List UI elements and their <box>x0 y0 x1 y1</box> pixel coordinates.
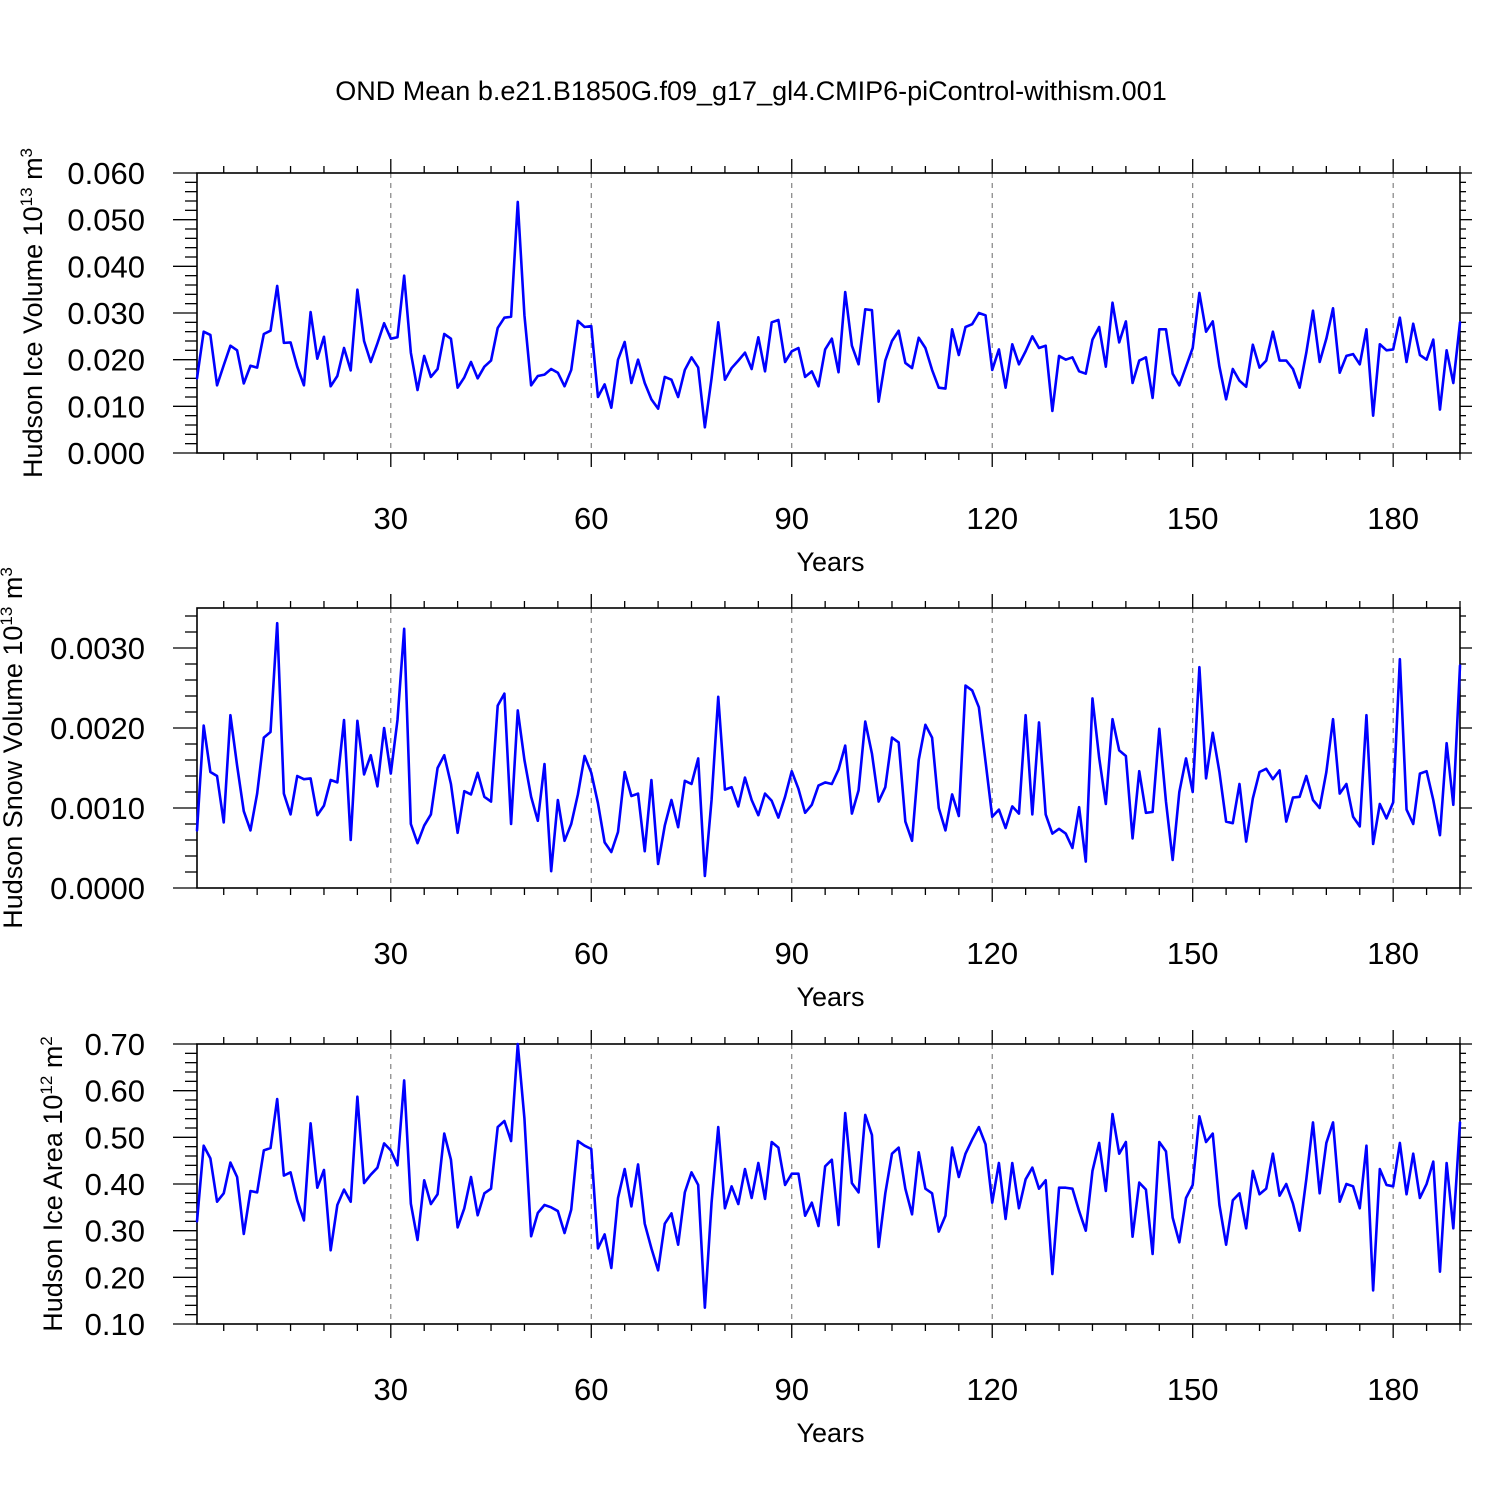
y-tick-label: 0.010 <box>67 389 145 424</box>
x-tick-label: 60 <box>574 501 608 536</box>
x-tick-label: 30 <box>374 1372 408 1407</box>
x-tick-label: 120 <box>966 936 1018 971</box>
panel-ice-volume: 0.000 0.010 0.020 0.030 0.040 0.050 0.060 30 60 9… <box>17 148 1472 577</box>
x-tick-label: 90 <box>775 936 809 971</box>
x-tick-label: 120 <box>966 501 1018 536</box>
x-tick-label: 150 <box>1167 1372 1219 1407</box>
x-tick-label: 60 <box>574 1372 608 1407</box>
chart-title: OND Mean b.e21.B1850G.f09_g17_gl4.CMIP6-… <box>335 76 1166 106</box>
y-tick-label: 0.0020 <box>50 711 145 746</box>
panel-ice-area: 0.10 0.20 0.30 0.40 0.50 0.60 0.70 30 60 90 120 150… <box>37 1027 1472 1448</box>
x-tick-label: 90 <box>775 501 809 536</box>
y-tick-label: 0.60 <box>85 1074 145 1109</box>
x-tick-label: 30 <box>374 501 408 536</box>
y-tick-label: 0.0000 <box>50 871 145 906</box>
x-tick-label: 150 <box>1167 936 1219 971</box>
series-line-ice-volume <box>195 200 1462 429</box>
x-axis-title: Years <box>796 982 864 1012</box>
y-tick-label: 0.40 <box>85 1167 145 1202</box>
panel-snow-volume: 0.0000 0.0010 0.0020 0.0030 30 60 90 120 150 180 Y… <box>0 567 1472 1012</box>
y-tick-label: 0.030 <box>67 296 145 331</box>
y-tick-label: 0.050 <box>67 203 145 238</box>
y-tick-label: 0.020 <box>67 343 145 378</box>
y-tick-label: 0.0030 <box>50 631 145 666</box>
series-line-ice-area <box>195 1042 1462 1309</box>
plot-frame <box>196 607 1461 889</box>
x-axis-title: Years <box>796 547 864 577</box>
y-axis-title: Hudson Ice Area 1012 m2 <box>37 1036 68 1332</box>
x-tick-label: 180 <box>1367 501 1419 536</box>
y-tick-label: 0.060 <box>67 156 145 191</box>
y-axis-title: Hudson Snow Volume 1013 m3 <box>0 567 28 929</box>
x-tick-label: 150 <box>1167 501 1219 536</box>
y-tick-label: 0.70 <box>85 1027 145 1062</box>
y-tick-label: 0.040 <box>67 249 145 284</box>
y-tick-label: 0.50 <box>85 1120 145 1155</box>
x-tick-label: 120 <box>966 1372 1018 1407</box>
y-tick-label: 0.0010 <box>50 791 145 826</box>
y-axis-title: Hudson Ice Volume 1013 m3 <box>17 148 48 478</box>
x-tick-label: 90 <box>775 1372 809 1407</box>
x-tick-label: 180 <box>1367 936 1419 971</box>
x-tick-label: 180 <box>1367 1372 1419 1407</box>
series-line-snow-volume <box>195 621 1462 878</box>
y-tick-label: 0.10 <box>85 1307 145 1342</box>
y-tick-label: 0.20 <box>85 1260 145 1295</box>
y-tick-label: 0.30 <box>85 1214 145 1249</box>
x-axis-title: Years <box>796 1418 864 1448</box>
x-tick-label: 60 <box>574 936 608 971</box>
y-tick-label: 0.000 <box>67 436 145 471</box>
x-tick-label: 30 <box>374 936 408 971</box>
